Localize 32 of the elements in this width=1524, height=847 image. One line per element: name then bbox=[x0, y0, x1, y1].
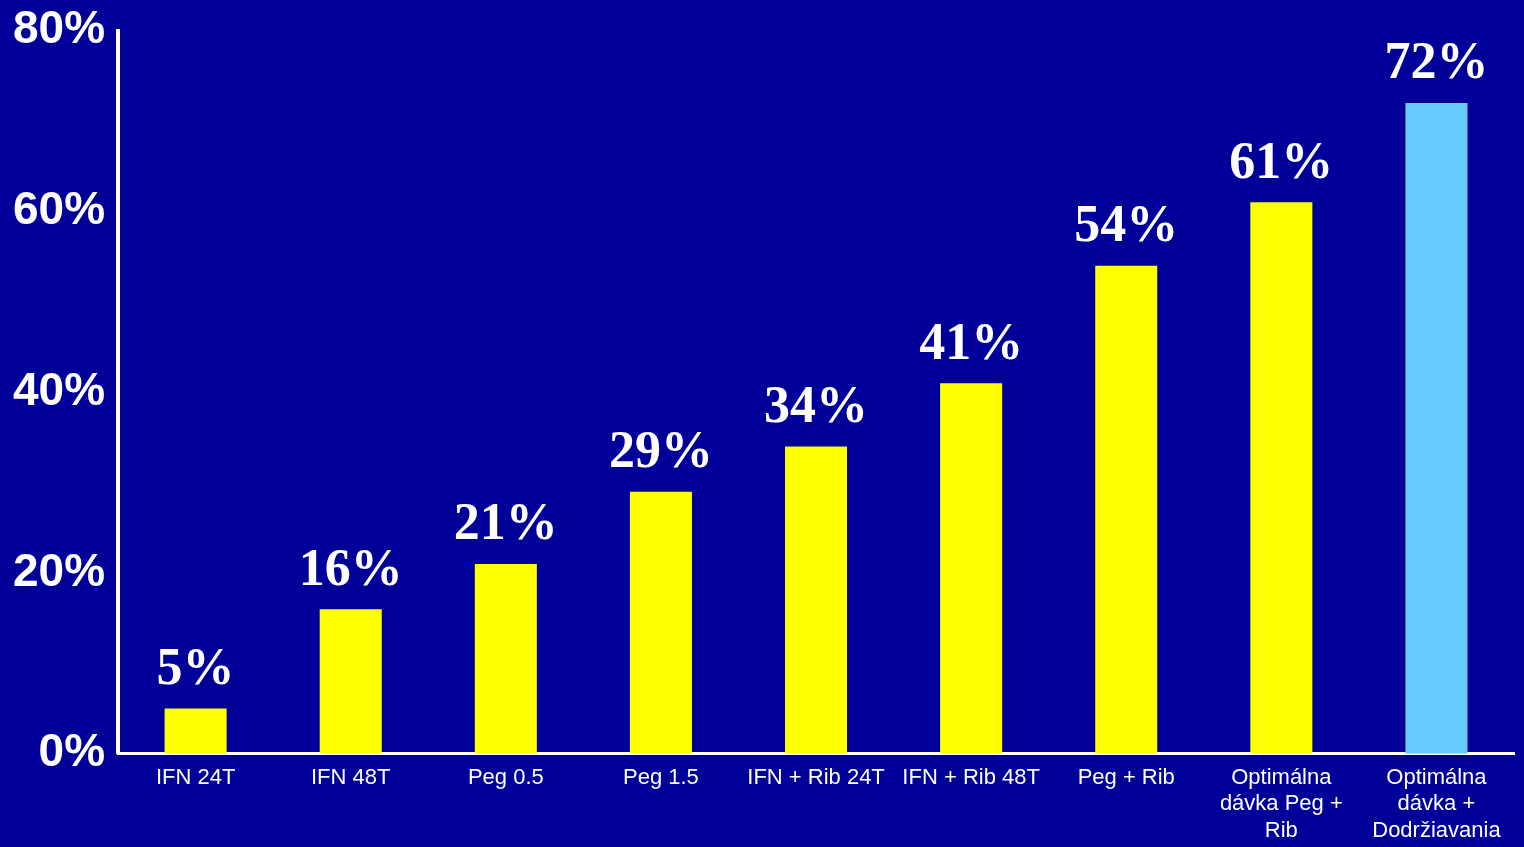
x-tick-label: IFN 48T bbox=[310, 764, 391, 790]
data-label: 61% bbox=[1229, 131, 1334, 189]
y-tick-label: 20% bbox=[12, 543, 106, 596]
x-tick-label: IFN 24T bbox=[155, 764, 236, 790]
data-label: 5% bbox=[156, 638, 235, 696]
x-tick-label: IFN + Rib 48T bbox=[902, 764, 1040, 790]
x-tick-label: Optimálna dávka + Dodržiavania bbox=[1372, 764, 1502, 842]
x-tick-label: Peg 1.5 bbox=[623, 764, 699, 790]
bar bbox=[1095, 265, 1158, 754]
data-label: 41% bbox=[919, 312, 1024, 370]
data-label: 29% bbox=[608, 421, 713, 479]
x-tick-label: Peg 0.5 bbox=[467, 764, 544, 790]
data-label: 54% bbox=[1074, 195, 1179, 253]
bar bbox=[785, 446, 848, 754]
y-tick-label: 0% bbox=[38, 724, 106, 777]
x-tick-label: Optimálna dávka Peg + Rib bbox=[1219, 764, 1343, 842]
bar bbox=[319, 609, 382, 754]
bar bbox=[629, 491, 692, 754]
data-label: 16% bbox=[298, 538, 403, 596]
bar bbox=[940, 383, 1003, 754]
y-tick-label: 60% bbox=[12, 182, 106, 235]
x-tick-label: IFN + Rib 24T bbox=[747, 764, 885, 790]
data-label: 72% bbox=[1384, 32, 1489, 90]
bar bbox=[1250, 202, 1313, 754]
data-label: 34% bbox=[764, 375, 869, 433]
data-label: 21% bbox=[453, 493, 558, 551]
y-tick-label: 80% bbox=[12, 1, 106, 54]
y-tick-label: 40% bbox=[12, 362, 106, 415]
bar bbox=[1405, 102, 1468, 754]
bar bbox=[164, 708, 227, 754]
bar bbox=[474, 563, 537, 754]
x-tick-label: Peg + Rib bbox=[1077, 764, 1175, 790]
